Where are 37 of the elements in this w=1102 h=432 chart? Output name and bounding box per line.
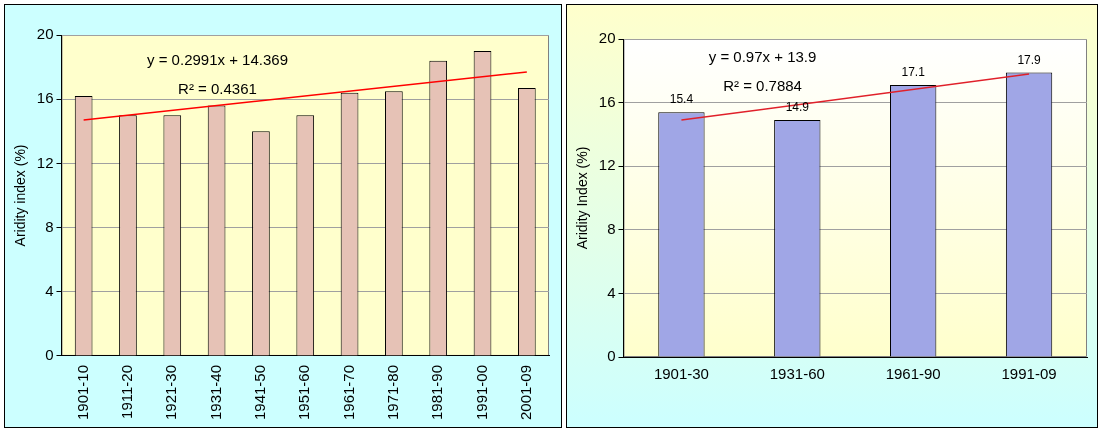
x-tick-label: 1901-30 (653, 365, 709, 383)
data-label: 14.9 (785, 100, 810, 115)
y-tick-label: 8 (45, 217, 54, 235)
y-tick-label: 20 (36, 25, 54, 43)
x-tick-label: 1971-80 (384, 364, 402, 421)
x-tick-label: 2001-09 (516, 364, 534, 421)
y-tick-label: 4 (45, 281, 54, 299)
y-tick-label: 20 (598, 29, 616, 47)
x-tick-label: 1951-60 (295, 364, 313, 421)
annotation: R² = 0.7884 (723, 76, 802, 94)
x-tick-label: 1961-70 (339, 364, 357, 421)
data-label: 17.9 (1017, 52, 1042, 67)
y-tick-label: 16 (598, 92, 616, 110)
x-tick-label: 1921-30 (162, 364, 180, 421)
y-tick-label: 0 (607, 347, 616, 365)
annotation: y = 0.97x + 13.9 (708, 48, 817, 66)
x-tick-label: 1961-90 (885, 365, 941, 383)
x-tick-label: 1991-09 (1001, 365, 1057, 383)
y-axis-title: Aridity Index (%) (574, 146, 591, 250)
data-label: 17.1 (901, 65, 926, 80)
y-tick-label: 4 (607, 283, 616, 301)
x-tick-label: 1911-20 (118, 364, 136, 419)
y-tick-label: 12 (36, 153, 54, 171)
x-tick-label: 1931-40 (206, 364, 224, 421)
y-tick-label: 0 (45, 346, 54, 364)
x-tick-label: 1901-10 (73, 364, 91, 421)
x-tick-label: 1931-60 (769, 365, 825, 383)
data-label: 15.4 (669, 92, 694, 107)
x-tick-label: 1991-00 (472, 364, 490, 421)
y-axis-title: Aridity index (%) (12, 144, 29, 247)
annotation: y = 0.2991x + 14.369 (147, 50, 288, 68)
annotation: R² = 0.4361 (178, 79, 257, 97)
y-tick-label: 8 (607, 219, 616, 237)
y-tick-label: 16 (36, 89, 54, 107)
x-tick-label: 1981-90 (428, 364, 446, 421)
y-tick-label: 12 (598, 156, 616, 174)
x-tick-label: 1941-50 (251, 364, 269, 421)
